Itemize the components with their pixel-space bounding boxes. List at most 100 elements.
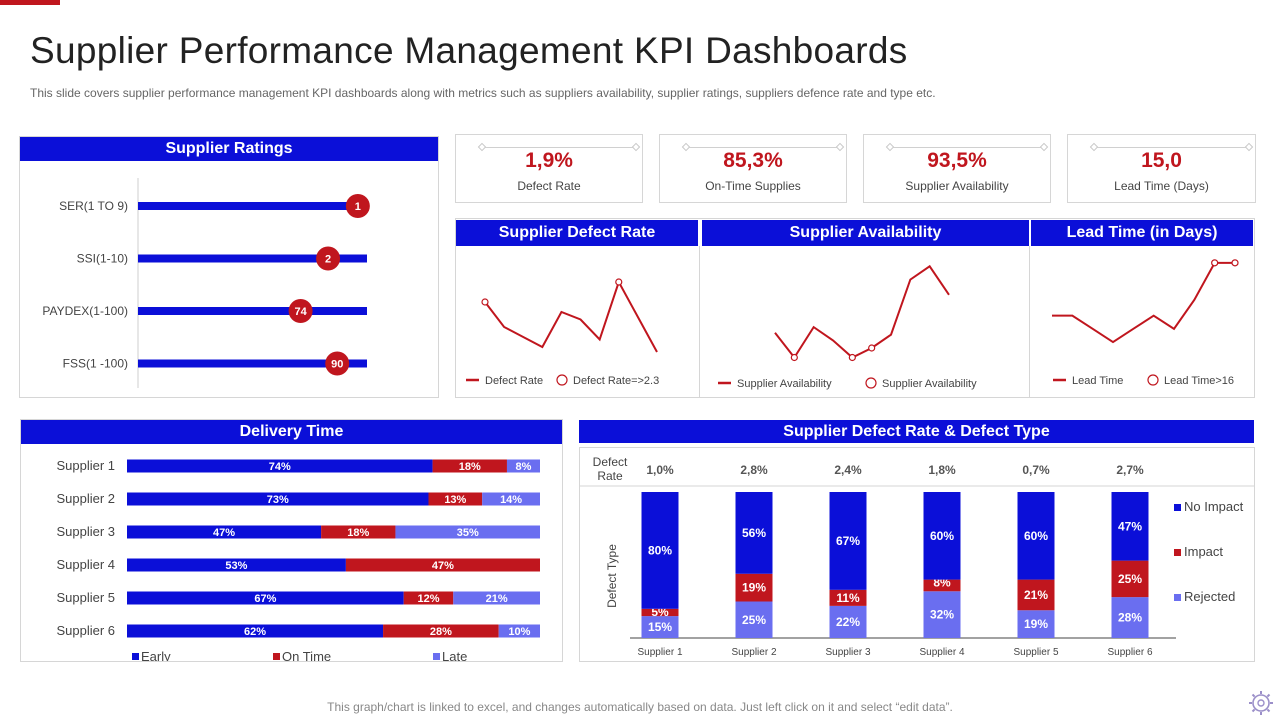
- defect-rate-value: 1,8%: [928, 463, 956, 477]
- delivery-time-panel: Delivery Time Supplier 1 74% 18% 8% Supplier…: [20, 419, 563, 662]
- kpi-label: Lead Time (Days): [1114, 179, 1209, 193]
- threshold-point: [615, 278, 623, 286]
- delivery-bar-segment: [127, 558, 346, 572]
- supplier-category-label: Supplier 4: [919, 647, 964, 658]
- delivery-value-label: 21%: [486, 593, 508, 605]
- legend-label: Early: [141, 649, 171, 661]
- defect-rate-value: 2,4%: [834, 463, 862, 477]
- delivery-category-label: Supplier 5: [56, 590, 115, 605]
- legend-marker-swatch: [1147, 374, 1159, 386]
- rating-value-label: 90: [331, 359, 343, 371]
- defect-value-label: 21%: [1024, 588, 1048, 602]
- threshold-point: [848, 353, 856, 362]
- rating-category-label: FSS(1 -100): [63, 357, 128, 371]
- settings-gear-icon[interactable]: [1246, 688, 1276, 718]
- delivery-category-label: Supplier 6: [56, 623, 115, 638]
- delivery-time-title: Delivery Time: [21, 420, 562, 444]
- delivery-bar-segment: [383, 624, 499, 638]
- line-charts-panel: [455, 218, 1255, 398]
- rating-category-label: PAYDEX(1-100): [42, 304, 128, 318]
- rating-marker: [288, 299, 313, 323]
- delivery-bar-segment: [482, 492, 540, 506]
- rating-bar: [138, 307, 367, 315]
- defect-type-title: Supplier Defect Rate & Defect Type: [579, 420, 1254, 443]
- delivery-category-label: Supplier 2: [56, 491, 115, 506]
- delivery-bar-segment: [453, 591, 540, 605]
- defect-bar-segment: [735, 601, 773, 638]
- supplier-category-label: Supplier 1: [637, 647, 682, 658]
- lead-time-line-chart: Lead Time Lead Time>16: [1052, 259, 1239, 387]
- legend-swatch: [132, 653, 139, 660]
- legend-label: On Time: [282, 649, 331, 661]
- rating-bar: [138, 359, 367, 368]
- delivery-bar-segment: [506, 459, 540, 473]
- defect-bar-segment: [1111, 597, 1149, 638]
- legend-marker-swatch: [556, 374, 568, 386]
- defect-value-label: 19%: [1024, 617, 1048, 631]
- footer-note: This graph/chart is linked to excel, and…: [327, 700, 953, 714]
- legend-swatch: [1174, 504, 1181, 511]
- legend-swatch: [273, 653, 280, 660]
- delivery-bar-segment: [127, 459, 433, 473]
- delivery-value-label: 73%: [267, 494, 289, 506]
- legend-swatch: [1174, 549, 1181, 556]
- supplier-ratings-title: Supplier Ratings: [20, 137, 438, 161]
- defect-bar-segment: [1017, 579, 1055, 611]
- kpi-value: 85,3%: [723, 149, 783, 172]
- delivery-value-label: 18%: [347, 527, 369, 539]
- defect-value-label: 19%: [742, 581, 766, 595]
- defect-rate-header: Rate: [597, 469, 623, 483]
- delivery-bar-segment: [127, 525, 322, 539]
- divider: [1029, 246, 1030, 397]
- kpi-value: 93,5%: [927, 149, 987, 172]
- delivery-bar-segment: [127, 492, 429, 506]
- delivery-value-label: 28%: [430, 626, 452, 638]
- legend-label: No Impact: [1184, 499, 1244, 514]
- legend-label: Rejected: [1184, 589, 1235, 604]
- defect-bar-segment: [1017, 492, 1055, 580]
- delivery-value-label: 8%: [516, 461, 532, 473]
- rating-marker: [325, 351, 350, 376]
- supplier-category-label: Supplier 2: [731, 647, 776, 658]
- delivery-bar-segment: [345, 558, 540, 572]
- delivery-value-label: 47%: [432, 560, 454, 572]
- supplier-defect-rate-title: Supplier Defect Rate: [456, 220, 698, 246]
- supplier-availability-title: Supplier Availability: [702, 220, 1029, 246]
- legend-label: Late: [442, 649, 467, 661]
- delivery-value-label: 67%: [254, 593, 276, 605]
- defect-value-label: 32%: [930, 608, 954, 622]
- legend-label: Lead Time>16: [1164, 375, 1234, 387]
- delivery-value-label: 18%: [459, 461, 481, 473]
- rating-marker: [345, 194, 370, 218]
- defect-rate-value: 2,7%: [1116, 463, 1144, 477]
- defect-value-label: 80%: [648, 543, 672, 557]
- defect-rate-value: 2,8%: [740, 463, 768, 477]
- delivery-category-label: Supplier 4: [56, 557, 115, 572]
- kpi-label: On-Time Supplies: [705, 179, 801, 193]
- delivery-bar-segment: [127, 624, 384, 638]
- delivery-bar-segment: [127, 591, 404, 605]
- defect-bar-segment: [641, 608, 679, 617]
- delivery-value-label: 47%: [213, 527, 235, 539]
- defect-bar-segment: [923, 579, 961, 592]
- threshold-point: [1211, 259, 1219, 267]
- rating-category-label: SSI(1-10): [77, 252, 128, 266]
- delivery-value-label: 53%: [225, 560, 247, 572]
- delivery-bar-segment: [321, 525, 396, 539]
- defect-bar-segment: [829, 492, 867, 590]
- kpi-card-defect-rate: 1,9% Defect Rate: [455, 134, 643, 203]
- divider: [699, 246, 700, 397]
- legend-label: Defect Rate=>2.3: [573, 375, 659, 387]
- supplier-category-label: Supplier 5: [1013, 647, 1058, 658]
- defect-value-label: 56%: [742, 526, 766, 540]
- supplier-category-label: Supplier 6: [1107, 647, 1152, 658]
- kpi-label: Supplier Availability: [905, 179, 1009, 193]
- defect-bar-segment: [923, 492, 961, 580]
- delivery-value-label: 13%: [444, 494, 466, 506]
- defect-value-label: 25%: [1118, 572, 1142, 586]
- threshold-point: [1231, 259, 1239, 267]
- kpi-value: 1,9%: [525, 149, 573, 172]
- defect-bar-segment: [735, 492, 773, 574]
- availability-line-chart: Supplier Availability Supplier Availabili…: [718, 264, 977, 390]
